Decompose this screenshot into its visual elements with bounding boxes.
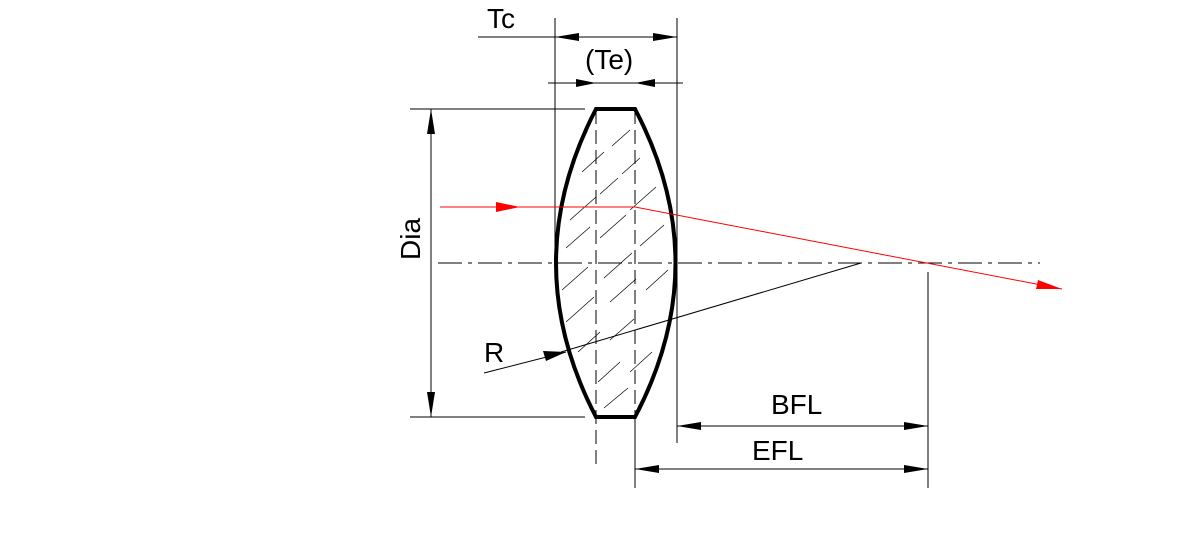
lens-hatching bbox=[561, 129, 669, 409]
bfl-label: BFL bbox=[771, 389, 822, 420]
tc-dimension bbox=[478, 33, 677, 41]
dia-dimension bbox=[427, 109, 435, 417]
tc-label: Tc bbox=[487, 3, 515, 34]
radius-leader bbox=[483, 351, 567, 374]
light-ray bbox=[440, 202, 1063, 290]
dia-label: Dia bbox=[395, 218, 426, 260]
lens-outline bbox=[554, 107, 678, 419]
efl-dimension bbox=[635, 465, 928, 473]
efl-label: EFL bbox=[752, 435, 803, 466]
te-label: (Te) bbox=[585, 44, 633, 75]
r-label: R bbox=[484, 337, 504, 368]
bfl-dimension bbox=[677, 422, 928, 430]
te-dimension bbox=[548, 79, 683, 87]
principal-construction-line bbox=[560, 262, 862, 353]
